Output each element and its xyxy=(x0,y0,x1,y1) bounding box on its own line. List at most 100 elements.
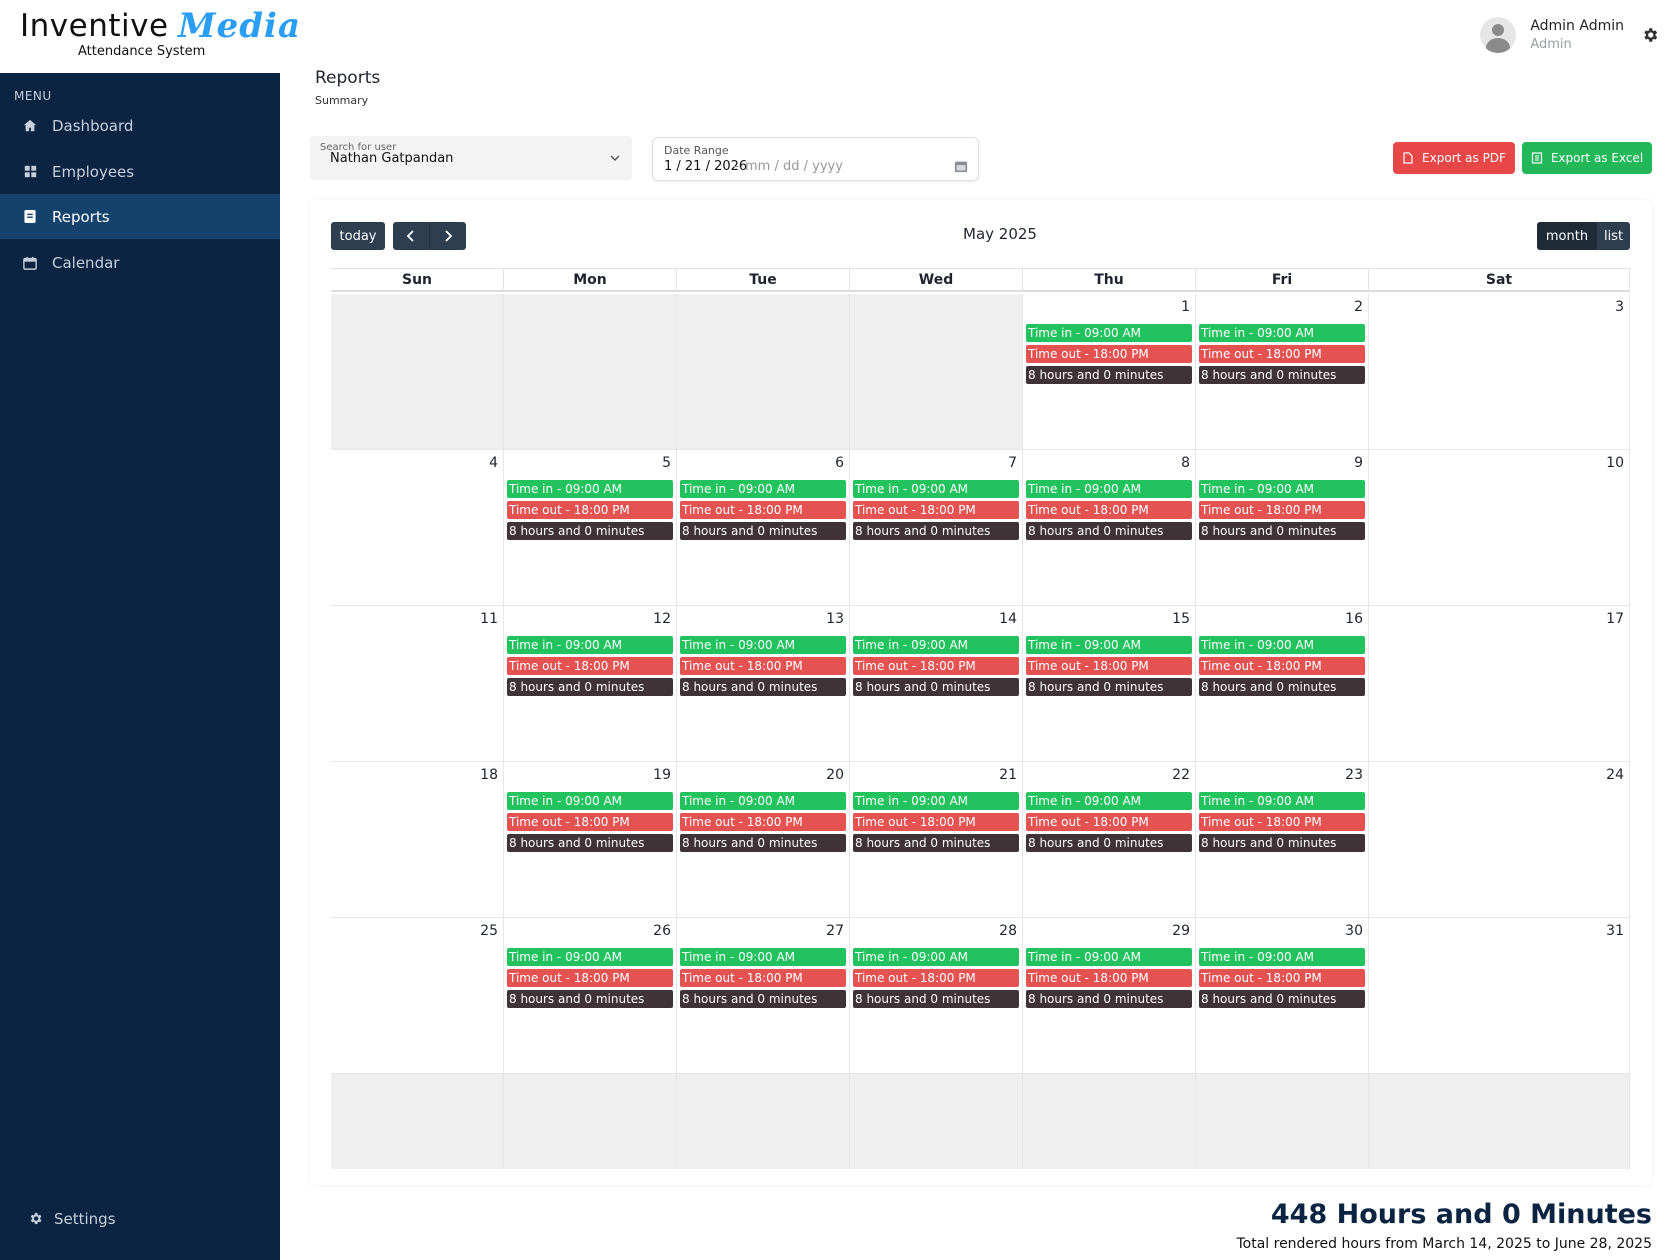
day-number[interactable]: 2 xyxy=(1354,299,1363,315)
user-avatar-icon[interactable] xyxy=(1480,17,1517,53)
today-button[interactable]: today xyxy=(331,222,385,250)
date-range-field[interactable]: Date Range 1 / 21 / 2026 – mm / dd / yyy… xyxy=(652,137,979,181)
time-out-event[interactable]: Time out - 18:00 PM xyxy=(680,501,846,519)
sidebar-item-employees[interactable]: Employees xyxy=(0,149,280,194)
date-range-end[interactable]: mm / dd / yyyy xyxy=(745,159,843,174)
sidebar-item-calendar[interactable]: Calendar xyxy=(0,240,280,285)
time-out-event[interactable]: Time out - 18:00 PM xyxy=(507,813,673,831)
time-in-event[interactable]: Time in - 09:00 AM xyxy=(853,792,1019,810)
month-view-button[interactable]: month xyxy=(1537,222,1597,250)
day-cell[interactable]: 22 Time in - 09:00 AM Time out - 18:00 PM 8… xyxy=(1023,762,1196,918)
day-cell[interactable]: 26 Time in - 09:00 AM Time out - 18:00 PM 8… xyxy=(504,918,677,1074)
time-in-event[interactable]: Time in - 09:00 AM xyxy=(1199,948,1365,966)
day-cell[interactable]: 1 Time in - 09:00 AM Time out - 18:00 PM 8 … xyxy=(1023,294,1196,450)
time-in-event[interactable]: Time in - 09:00 AM xyxy=(853,948,1019,966)
time-out-event[interactable]: Time out - 18:00 PM xyxy=(853,813,1019,831)
time-out-event[interactable]: Time out - 18:00 PM xyxy=(680,813,846,831)
time-in-event[interactable]: Time in - 09:00 AM xyxy=(680,480,846,498)
time-out-event[interactable]: Time out - 18:00 PM xyxy=(680,657,846,675)
day-number[interactable]: 31 xyxy=(1606,923,1624,939)
date-range-start[interactable]: 1 / 21 / 2026 xyxy=(664,159,748,174)
time-in-event[interactable]: Time in - 09:00 AM xyxy=(680,948,846,966)
day-number[interactable]: 22 xyxy=(1172,767,1190,783)
day-cell[interactable]: 2 Time in - 09:00 AM Time out - 18:00 PM 8 … xyxy=(1196,294,1369,450)
day-cell[interactable]: 28 Time in - 09:00 AM Time out - 18:00 PM 8… xyxy=(850,918,1023,1074)
day-number[interactable]: 27 xyxy=(826,923,844,939)
duration-event[interactable]: 8 hours and 0 minutes xyxy=(680,990,846,1008)
time-in-event[interactable]: Time in - 09:00 AM xyxy=(1026,948,1192,966)
day-cell[interactable]: 11 xyxy=(331,606,504,762)
day-cell[interactable]: 31 xyxy=(1369,918,1630,1074)
day-cell[interactable]: 17 xyxy=(1369,606,1630,762)
export-excel-button[interactable]: Export as Excel xyxy=(1522,142,1652,174)
duration-event[interactable]: 8 hours and 0 minutes xyxy=(1026,522,1192,540)
duration-event[interactable]: 8 hours and 0 minutes xyxy=(1026,678,1192,696)
list-view-button[interactable]: list xyxy=(1597,222,1630,250)
duration-event[interactable]: 8 hours and 0 minutes xyxy=(1026,990,1192,1008)
day-cell[interactable]: 13 Time in - 09:00 AM Time out - 18:00 PM 8… xyxy=(677,606,850,762)
duration-event[interactable]: 8 hours and 0 minutes xyxy=(507,834,673,852)
day-number[interactable]: 11 xyxy=(480,611,498,627)
day-number[interactable]: 25 xyxy=(480,923,498,939)
day-cell[interactable]: 29 Time in - 09:00 AM Time out - 18:00 PM 8… xyxy=(1023,918,1196,1074)
duration-event[interactable]: 8 hours and 0 minutes xyxy=(853,522,1019,540)
day-cell[interactable]: 30 Time in - 09:00 AM Time out - 18:00 PM 8… xyxy=(1196,918,1369,1074)
time-in-event[interactable]: Time in - 09:00 AM xyxy=(1199,636,1365,654)
time-in-event[interactable]: Time in - 09:00 AM xyxy=(1199,324,1365,342)
time-in-event[interactable]: Time in - 09:00 AM xyxy=(1026,480,1192,498)
day-number[interactable]: 23 xyxy=(1345,767,1363,783)
time-in-event[interactable]: Time in - 09:00 AM xyxy=(680,636,846,654)
day-number[interactable]: 18 xyxy=(480,767,498,783)
day-cell[interactable]: 16 Time in - 09:00 AM Time out - 18:00 PM 8… xyxy=(1196,606,1369,762)
time-in-event[interactable]: Time in - 09:00 AM xyxy=(680,792,846,810)
day-cell[interactable]: 19 Time in - 09:00 AM Time out - 18:00 PM 8… xyxy=(504,762,677,918)
gear-icon[interactable] xyxy=(1640,25,1660,45)
time-out-event[interactable]: Time out - 18:00 PM xyxy=(853,501,1019,519)
duration-event[interactable]: 8 hours and 0 minutes xyxy=(1026,834,1192,852)
chevron-down-icon[interactable] xyxy=(608,150,622,164)
day-cell[interactable]: 25 xyxy=(331,918,504,1074)
time-in-event[interactable]: Time in - 09:00 AM xyxy=(1026,792,1192,810)
prev-month-button[interactable] xyxy=(393,222,429,250)
duration-event[interactable]: 8 hours and 0 minutes xyxy=(1199,522,1365,540)
day-number[interactable]: 17 xyxy=(1606,611,1624,627)
duration-event[interactable]: 8 hours and 0 minutes xyxy=(680,834,846,852)
duration-event[interactable]: 8 hours and 0 minutes xyxy=(1199,834,1365,852)
time-in-event[interactable]: Time in - 09:00 AM xyxy=(853,480,1019,498)
time-out-event[interactable]: Time out - 18:00 PM xyxy=(1026,501,1192,519)
day-number[interactable]: 12 xyxy=(653,611,671,627)
sidebar-item-reports[interactable]: Reports xyxy=(0,194,280,239)
day-number[interactable]: 4 xyxy=(489,455,498,471)
time-out-event[interactable]: Time out - 18:00 PM xyxy=(680,969,846,987)
time-out-event[interactable]: Time out - 18:00 PM xyxy=(1026,657,1192,675)
time-in-event[interactable]: Time in - 09:00 AM xyxy=(1199,792,1365,810)
day-number[interactable]: 10 xyxy=(1606,455,1624,471)
day-cell[interactable]: 8 Time in - 09:00 AM Time out - 18:00 PM 8 … xyxy=(1023,450,1196,606)
duration-event[interactable]: 8 hours and 0 minutes xyxy=(507,678,673,696)
time-in-event[interactable]: Time in - 09:00 AM xyxy=(507,948,673,966)
duration-event[interactable]: 8 hours and 0 minutes xyxy=(1199,990,1365,1008)
day-cell[interactable] xyxy=(677,294,850,450)
time-out-event[interactable]: Time out - 18:00 PM xyxy=(1026,813,1192,831)
time-out-event[interactable]: Time out - 18:00 PM xyxy=(1199,813,1365,831)
day-number[interactable]: 3 xyxy=(1615,299,1624,315)
duration-event[interactable]: 8 hours and 0 minutes xyxy=(680,522,846,540)
user-menu[interactable]: Admin Admin Admin xyxy=(1480,12,1660,58)
time-in-event[interactable]: Time in - 09:00 AM xyxy=(507,480,673,498)
day-number[interactable]: 8 xyxy=(1181,455,1190,471)
duration-event[interactable]: 8 hours and 0 minutes xyxy=(853,834,1019,852)
day-cell[interactable]: 27 Time in - 09:00 AM Time out - 18:00 PM 8… xyxy=(677,918,850,1074)
day-number[interactable]: 1 xyxy=(1181,299,1190,315)
sidebar-item-dashboard[interactable]: Dashboard xyxy=(0,103,280,148)
day-cell[interactable]: 9 Time in - 09:00 AM Time out - 18:00 PM 8 … xyxy=(1196,450,1369,606)
time-out-event[interactable]: Time out - 18:00 PM xyxy=(1199,657,1365,675)
day-cell[interactable]: 18 xyxy=(331,762,504,918)
time-out-event[interactable]: Time out - 18:00 PM xyxy=(1026,969,1192,987)
day-cell[interactable] xyxy=(504,294,677,450)
day-cell[interactable]: 10 xyxy=(1369,450,1630,606)
duration-event[interactable]: 8 hours and 0 minutes xyxy=(507,522,673,540)
day-cell[interactable]: 7 Time in - 09:00 AM Time out - 18:00 PM 8 … xyxy=(850,450,1023,606)
day-number[interactable]: 9 xyxy=(1354,455,1363,471)
time-out-event[interactable]: Time out - 18:00 PM xyxy=(853,657,1019,675)
day-number[interactable]: 5 xyxy=(662,455,671,471)
